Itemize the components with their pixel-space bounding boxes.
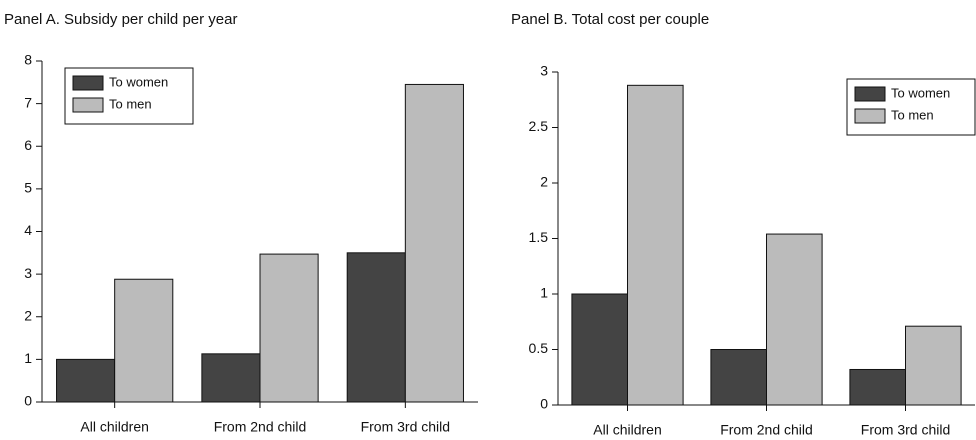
legend-swatch xyxy=(72,75,104,91)
bar xyxy=(571,293,629,406)
y-tick-label: 5 xyxy=(24,180,32,196)
y-tick-label: 2 xyxy=(24,307,32,323)
legend-label: To men xyxy=(109,96,152,111)
x-tick-label: All children xyxy=(80,419,148,435)
bar xyxy=(404,83,464,403)
bar xyxy=(905,325,962,406)
y-tick-label: 3 xyxy=(24,265,32,281)
y-tick-label: 1 xyxy=(540,285,548,301)
x-tick-label: From 2nd child xyxy=(720,422,813,438)
bar xyxy=(849,368,907,406)
legend-swatch xyxy=(854,108,886,124)
bar xyxy=(114,278,174,403)
legend-swatch xyxy=(854,86,886,102)
bar xyxy=(259,253,319,403)
bar xyxy=(710,349,768,406)
y-tick-label: 0.5 xyxy=(529,340,549,356)
y-tick-label: 3 xyxy=(540,63,548,79)
chart-title: Panel B. Total cost per couple xyxy=(511,11,709,28)
y-tick-label: 2.5 xyxy=(529,118,549,134)
y-tick-label: 6 xyxy=(24,137,32,153)
y-tick-label: 0 xyxy=(24,393,32,409)
bar xyxy=(346,252,406,403)
x-tick-label: From 2nd child xyxy=(214,419,307,435)
legend-swatch xyxy=(72,97,104,113)
legend-label: To women xyxy=(891,85,950,100)
legend-label: To women xyxy=(109,74,168,89)
x-tick-label: From 3rd child xyxy=(861,422,950,438)
y-tick-label: 0 xyxy=(540,396,548,412)
x-tick-label: All children xyxy=(593,422,661,438)
chart-title: Panel A. Subsidy per child per year xyxy=(4,11,237,28)
bar xyxy=(766,233,823,406)
y-tick-label: 8 xyxy=(24,52,32,68)
x-tick-label: From 3rd child xyxy=(361,419,450,435)
bar xyxy=(627,84,684,406)
legend-label: To men xyxy=(891,107,934,122)
y-tick-label: 1.5 xyxy=(529,229,549,245)
legend-box xyxy=(64,67,194,125)
bar xyxy=(201,353,261,403)
bar xyxy=(56,358,116,403)
y-tick-label: 1 xyxy=(24,350,32,366)
y-tick-label: 2 xyxy=(540,174,548,190)
y-tick-label: 4 xyxy=(24,222,32,238)
y-tick-label: 7 xyxy=(24,94,32,110)
